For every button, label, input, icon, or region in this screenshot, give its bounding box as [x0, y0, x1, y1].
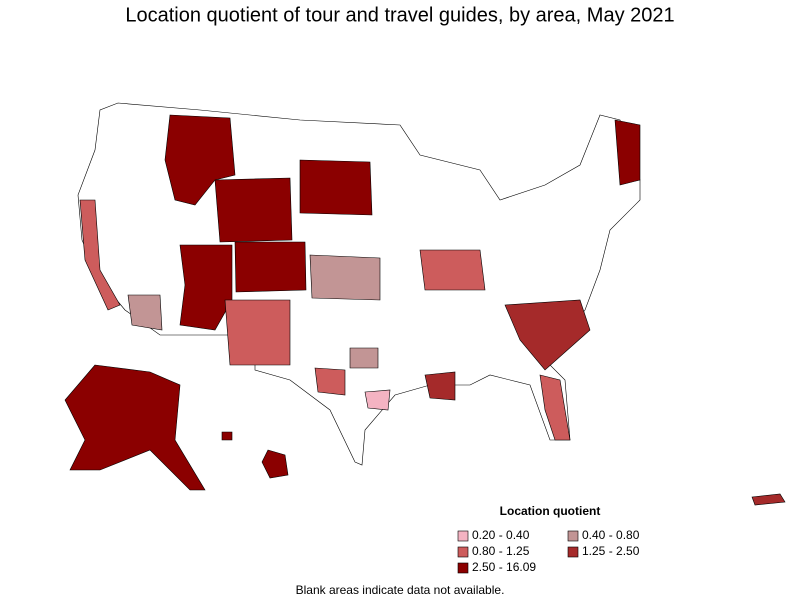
- region-florida: [539, 374, 571, 441]
- legend-title: Location quotient: [500, 504, 601, 518]
- region-hawaii-small: [221, 431, 233, 441]
- footnote: Blank areas indicate data not available.: [296, 583, 505, 597]
- region-california: [79, 199, 121, 311]
- region-louisiana: [424, 371, 456, 401]
- legend-swatch: [457, 530, 469, 542]
- region-oklahoma: [349, 347, 379, 369]
- region-nevada-south: [127, 294, 163, 331]
- region-midwest: [419, 249, 486, 291]
- region-colorado: [234, 241, 307, 293]
- region-utah-arizona: [179, 244, 233, 331]
- region-puerto-rico: [751, 493, 786, 506]
- legend-label: 0.40 - 0.80: [582, 528, 640, 542]
- legend-label: 0.80 - 1.25: [472, 544, 530, 558]
- map-title: Location quotient of tour and travel gui…: [125, 4, 674, 26]
- legend-label: 2.50 - 16.09: [472, 560, 536, 574]
- map: [64, 102, 786, 506]
- region-maine: [614, 119, 641, 186]
- legend-swatch: [457, 562, 469, 574]
- legend-swatch: [567, 546, 579, 558]
- region-texas-west: [314, 367, 346, 396]
- region-carolinas: [504, 299, 591, 371]
- region-alaska: [64, 364, 206, 491]
- region-wyoming: [214, 177, 293, 243]
- region-kansas: [309, 254, 381, 301]
- region-hawaii: [261, 449, 289, 479]
- legend: 0.20 - 0.40 0.40 - 0.80 0.80 - 1.25 1.25 - …: [457, 528, 640, 574]
- region-dakotas: [299, 159, 373, 216]
- region-montana-idaho: [164, 114, 236, 206]
- region-texas-east: [364, 389, 391, 411]
- region-new-mexico: [224, 299, 291, 366]
- legend-swatch: [457, 546, 469, 558]
- legend-label: 1.25 - 2.50: [582, 544, 640, 558]
- legend-swatch: [567, 530, 579, 542]
- legend-label: 0.20 - 0.40: [472, 528, 530, 542]
